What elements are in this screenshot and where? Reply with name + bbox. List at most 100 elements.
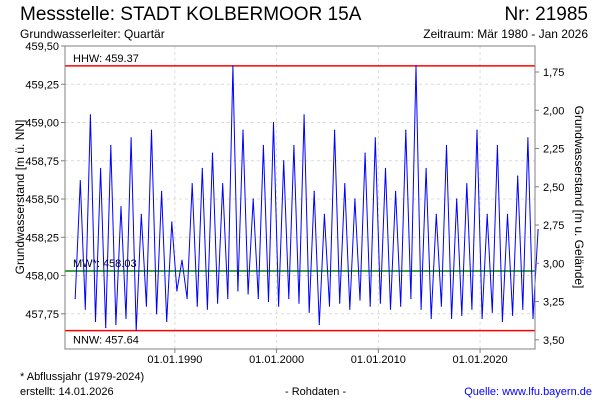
data-point [94,320,97,323]
reference-label: HHW: 459.37 [73,53,139,65]
footnote: * Abflussjahr (1979-2024) [20,371,145,383]
y-axis-right-label: Grundwasserstand [m u. Gelände] [572,106,586,289]
y-right-tick-label: 3,00 [543,258,564,270]
data-point [100,167,102,170]
x-tick-label: 01.01.2010 [351,354,406,366]
y-right-tick-label: 3,50 [543,335,564,347]
data-point [242,129,244,131]
data-point [140,213,142,215]
data-point [461,314,463,316]
data-point [349,308,351,310]
x-tick-label: 01.01.2020 [453,354,508,366]
data-point [532,317,534,319]
data-point [359,299,361,301]
data-point [400,305,402,307]
period-label: Zeitraum: Mär 1980 - Jan 2026 [423,27,588,41]
reference-label: MW*: 458.03 [73,258,137,270]
data-point [150,129,153,131]
data-point [252,198,254,200]
data-point [389,308,392,310]
y-tick-label: 458,75 [25,156,59,168]
source-link[interactable]: Quelle: www.lfu.bayern.de [464,386,592,398]
data-point [201,167,203,170]
data-point [181,259,183,261]
y-right-tick-label: 2,25 [543,144,564,156]
data-point [171,221,173,223]
data-point [145,305,147,307]
data-point [288,297,290,300]
reference-label: NNW: 457.64 [73,335,139,347]
data-point [374,137,376,139]
data-point [379,302,381,304]
data-point [227,297,229,300]
data-point [339,302,341,304]
data-point [308,311,310,313]
data-point [344,183,346,185]
data-point [440,305,443,307]
data-point [435,213,437,215]
data-point [410,297,412,300]
data-point [272,121,275,124]
data-point [476,129,478,131]
data-point [155,313,158,315]
data-point [384,167,387,170]
plot-frame [64,45,536,350]
y-axis-label: Grundwasserstand [m ü. NN] [13,120,27,275]
series-line-groundwater [74,65,539,331]
data-point [537,229,539,231]
data-point [105,326,107,329]
y-right-tick-label: 2,00 [543,105,564,117]
data-point [262,144,264,147]
data-point [491,311,493,313]
y-tick-label: 459,50 [25,41,59,53]
data-point [110,144,112,147]
data-point [89,114,92,116]
data-point [176,290,178,292]
y-right-tick-label: 1,75 [543,67,564,79]
x-tick-label: 01.01.2000 [249,354,304,366]
aquifer-label: Grundwasserleiter: Quartär [20,27,165,41]
data-point [267,300,270,303]
y-tick-label: 457,75 [25,309,59,321]
data-point [79,180,81,182]
y-right-tick-label: 2,75 [543,220,564,232]
data-point [222,183,224,185]
data-point [283,160,285,162]
data-point [471,308,473,310]
data-point [74,297,76,300]
data-point [369,305,371,307]
data-point [216,302,219,304]
data-point [237,290,239,292]
data-point [115,323,117,326]
data-point [405,129,407,131]
y-tick-label: 458,25 [25,232,59,244]
data-point [425,167,427,170]
data-point [527,137,529,139]
data-point [166,320,168,323]
data-point [481,317,483,319]
y-tick-label: 458,50 [25,194,59,206]
chart-title: Messstelle: STADT KOLBERMOOR 15A [20,4,362,25]
data-type: - Rohdaten - [285,386,347,398]
data-point [512,314,514,316]
station-number: Nr: 21985 [504,4,588,25]
data-point [466,183,468,185]
x-tick-label: 01.01.1990 [147,354,202,366]
data-point [445,144,448,147]
data-point [450,317,453,319]
data-point [354,198,356,200]
data-point [517,175,519,177]
data-point [130,137,132,139]
data-point [420,308,422,310]
data-point [186,297,188,300]
data-point [293,144,295,147]
data-point [120,206,122,208]
y-tick-label: 458,00 [25,271,59,283]
data-point [191,183,193,185]
data-point [333,129,336,131]
data-point [232,65,234,67]
data-point [364,152,366,154]
data-point [206,308,209,310]
data-point [125,317,127,319]
